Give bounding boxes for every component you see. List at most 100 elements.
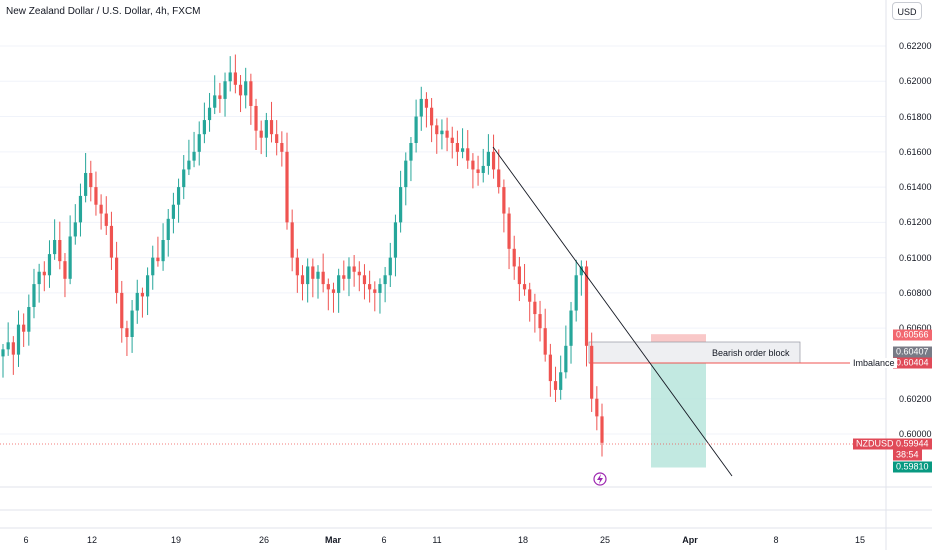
candle-body: [352, 266, 356, 272]
candle-body: [388, 257, 392, 276]
candle-body: [564, 345, 568, 373]
candle-body: [161, 240, 165, 262]
candle-body: [280, 143, 284, 152]
candle-body: [559, 372, 563, 390]
symbol-badge: NZDUSD: [853, 438, 897, 450]
price-tick-label: 0.62000: [899, 76, 932, 87]
candle-body: [275, 134, 279, 143]
candle-body: [269, 120, 274, 135]
candle-body: [300, 275, 305, 285]
candle-body: [27, 307, 31, 332]
candle-body: [512, 248, 516, 267]
candle-body: [347, 266, 351, 279]
candle-body: [600, 416, 604, 443]
price-tick-label: 0.61000: [899, 252, 932, 263]
candle-body: [182, 169, 186, 188]
candle-body: [533, 301, 537, 315]
current-price-badge: 0.59944: [893, 438, 932, 450]
candle-body: [207, 107, 212, 121]
candle-body: [1, 349, 5, 357]
candle-body: [404, 160, 408, 188]
price-tick-label: 0.62200: [899, 41, 932, 51]
candle-body: [120, 292, 124, 329]
candle-body: [337, 275, 341, 293]
candle-body: [254, 105, 258, 131]
candle-body: [584, 266, 589, 346]
candle-body: [244, 81, 248, 96]
candle-body: [99, 204, 103, 214]
candle-body: [590, 345, 594, 399]
trend-line: [492, 146, 733, 477]
time-tick-label: 25: [599, 535, 611, 545]
candle-body: [42, 271, 46, 276]
candle-body: [368, 284, 372, 290]
time-tick-label: 19: [170, 535, 182, 545]
candle-body: [507, 213, 511, 249]
order-block-label: Bearish order block: [712, 348, 790, 358]
candle-body: [63, 261, 67, 279]
candle-body: [140, 292, 145, 297]
currency-button[interactable]: USD: [892, 2, 922, 20]
time-tick-label: 18: [517, 535, 529, 545]
candle-body: [285, 151, 289, 223]
candle-body: [393, 222, 398, 258]
candle-body: [476, 169, 480, 173]
price-tick-label: 0.61400: [899, 182, 932, 193]
lightning-icon: [593, 472, 607, 486]
candle-body: [37, 271, 41, 285]
candle-body: [16, 324, 21, 355]
price-tick-label: 0.60800: [899, 287, 932, 298]
candle-body: [223, 81, 227, 99]
candle-body: [11, 342, 15, 355]
candle-body: [202, 120, 206, 135]
candle-body: [58, 240, 62, 262]
candle-body: [414, 116, 418, 143]
candle-body: [218, 95, 222, 99]
candle-body: [6, 342, 10, 350]
candle-body: [22, 324, 26, 332]
candle-body: [176, 187, 181, 205]
candle-body: [466, 148, 470, 161]
time-tick-label: Apr: [682, 535, 698, 545]
candle-body: [104, 213, 108, 226]
candle-body: [249, 81, 253, 106]
price-tick-label: 0.61800: [899, 111, 932, 122]
candle-body: [290, 222, 294, 258]
candle-body: [491, 151, 496, 170]
candle-body: [440, 130, 444, 135]
candle-body: [362, 275, 367, 285]
candle-body: [197, 134, 201, 152]
take-profit-zone: [651, 362, 706, 468]
target-price-badge: 0.59810: [893, 461, 932, 473]
candle-body: [502, 187, 506, 214]
candle-body: [399, 187, 403, 223]
candle-body: [373, 289, 377, 293]
candle-body: [331, 289, 336, 293]
candle-body: [115, 257, 119, 293]
candle-body: [32, 284, 36, 308]
candle-body: [481, 165, 485, 173]
candle-body: [460, 148, 465, 152]
candle-body: [295, 257, 299, 276]
price-tick-label: 0.60200: [899, 393, 932, 404]
time-tick-label: 8: [773, 535, 779, 545]
time-tick-label: 6: [381, 535, 387, 545]
price-tick-label: 0.61200: [899, 217, 932, 228]
candle-body: [109, 225, 114, 258]
candle-body: [192, 151, 196, 161]
candle-body: [171, 204, 176, 219]
candle-body: [517, 266, 521, 285]
candle-body: [73, 222, 77, 237]
candle-body: [53, 240, 57, 255]
candle-body: [166, 218, 170, 240]
price-tick-label: 0.61600: [899, 146, 932, 157]
candle-body: [311, 266, 315, 279]
candle-body: [574, 275, 578, 311]
candle-body: [445, 130, 449, 138]
time-tick-label: 6: [23, 535, 29, 545]
candle-body: [342, 275, 346, 279]
candle-body: [595, 398, 599, 417]
candle-body: [156, 257, 160, 262]
imbalance-price-badge: 0.60404: [893, 357, 932, 369]
